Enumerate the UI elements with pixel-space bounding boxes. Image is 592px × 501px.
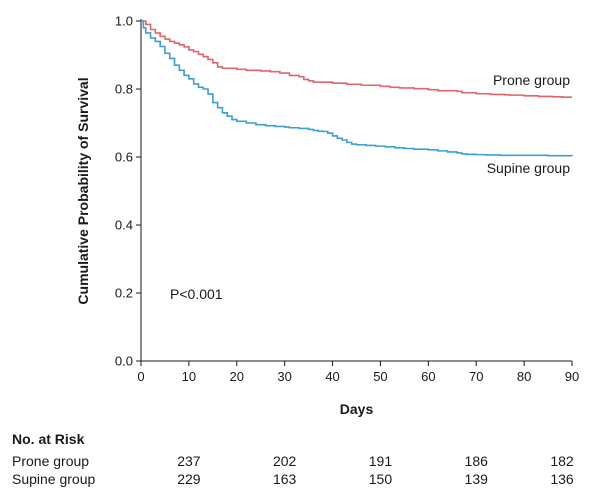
risk-cell: 163 [272,471,297,487]
risk-cell: 202 [272,453,297,469]
x-tick-label: 40 [325,369,339,384]
y-tick-label: 1.0 [115,14,133,29]
x-tick-label: 20 [230,369,244,384]
y-tick-label: 0.4 [115,218,133,233]
axes: 0.0 0.2 0.4 0.6 0.8 1.0 0 10 20 30 40 50 60 70 80 90 [115,14,579,385]
risk-cell: 237 [177,453,201,469]
y-tick-label: 0.2 [115,286,133,301]
series-label-supine: Supine group [487,160,571,176]
x-tick-label: 30 [277,369,291,384]
x-tick-label: 70 [469,369,483,384]
risk-cell: 150 [368,471,393,487]
x-tick-label: 50 [373,369,387,384]
series-line-supine [141,20,573,157]
risk-cell: 136 [550,471,574,487]
chart-labels: Days Cumulative Probability of Survival Pr… [75,72,570,417]
curves [141,20,573,157]
y-tick-label: 0.0 [115,354,133,369]
p-value-annotation: P<0.001 [170,286,223,302]
x-axis-title: Days [340,401,374,417]
y-axis-title: Cumulative Probability of Survival [75,77,91,304]
risk-cell: 229 [177,471,201,487]
risk-cell: 191 [368,453,393,469]
x-tick-label: 90 [565,369,579,384]
risk-cell: 139 [464,471,488,487]
series-line-prone [141,20,572,98]
y-tick-label: 0.8 [115,82,133,97]
risk-row-label: Supine group [12,471,96,487]
risk-cell: 182 [550,453,574,469]
x-tick-label: 0 [137,369,144,384]
risk-cell: 186 [464,453,488,469]
series-label-prone: Prone group [493,72,570,88]
x-tick-label: 80 [517,369,531,384]
x-tick-label: 60 [421,369,435,384]
risk-table-title: No. at Risk [12,431,85,447]
risk-row-label: Prone group [12,453,90,469]
x-tick-label: 10 [182,369,196,384]
y-tick-label: 0.6 [115,150,133,165]
